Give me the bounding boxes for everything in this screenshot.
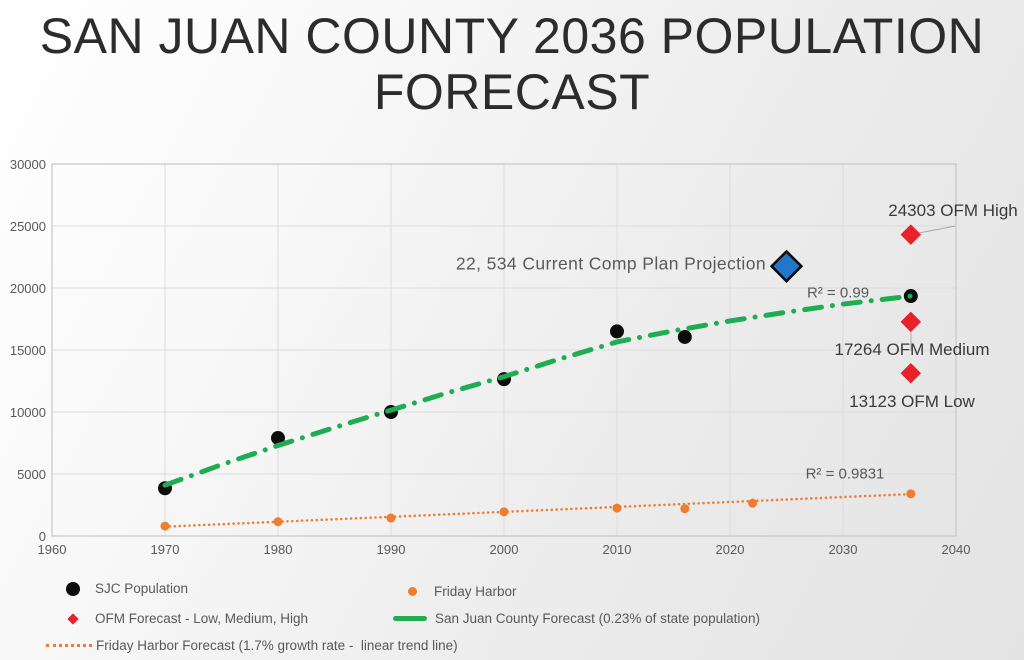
x-tick-label: 1980: [263, 542, 293, 557]
x-tick-label: 1960: [37, 542, 67, 557]
comp-plan-annotation: 22, 534 Current Comp Plan Projection: [455, 253, 766, 274]
page-title: SAN JUAN COUNTY 2036 POPULATION FORECAST: [0, 8, 1024, 120]
y-tick-label: 0: [38, 529, 46, 544]
x-tick-label: 2030: [828, 542, 858, 557]
r-squared-green-label: R² = 0.99: [806, 284, 870, 302]
y-tick-label: 10000: [9, 405, 46, 420]
x-tick-label: 1970: [150, 542, 180, 557]
sjc-forecast-line-icon: [393, 616, 427, 621]
legend-label: Friday Harbor: [434, 584, 517, 599]
legend-item-ofm-forecast: OFM Forecast - Low, Medium, High: [66, 611, 308, 626]
x-tick-label: 2020: [715, 542, 745, 557]
legend-item-friday-harbor: Friday Harbor: [408, 584, 517, 599]
x-tick-label: 2000: [489, 542, 519, 557]
ofm-low-annotation: 13123 OFM Low: [849, 392, 975, 411]
legend-item-sjc-population: SJC Population: [66, 581, 188, 596]
friday-harbor-marker-icon: [408, 587, 417, 596]
ofm-forecast-marker-icon: [67, 612, 79, 625]
y-tick-label: 30000: [9, 157, 46, 172]
friday-harbor-forecast-line-icon: [46, 644, 92, 647]
legend-label: SJC Population: [95, 581, 189, 596]
r-squared-orange-label: R² = 0.9831: [805, 465, 885, 483]
y-tick-label: 25000: [9, 219, 46, 234]
ofm-high-annotation: 24303 OFM High: [888, 201, 1018, 220]
page-title-line1: SAN JUAN COUNTY 2036 POPULATION: [39, 8, 985, 64]
legend-label: Friday Harbor Forecast (1.7% growth rate…: [96, 638, 458, 653]
y-tick-label: 5000: [17, 467, 46, 482]
ofm-medium-annotation: 17264 OFM Medium: [834, 340, 990, 359]
x-tick-label: 2040: [941, 542, 971, 557]
y-tick-label: 15000: [9, 343, 46, 358]
sjc-population-marker-icon: [66, 581, 80, 596]
x-tick-label: 2010: [602, 542, 632, 557]
legend-item-friday-harbor-forecast: Friday Harbor Forecast (1.7% growth rate…: [46, 638, 458, 653]
legend-label: OFM Forecast - Low, Medium, High: [95, 611, 309, 626]
legend-label: San Juan County Forecast (0.23% of state…: [435, 611, 760, 626]
page-title-line2: FORECAST: [373, 64, 651, 120]
legend-item-sjc-forecast: San Juan County Forecast (0.23% of state…: [393, 611, 760, 626]
x-tick-label: 1990: [376, 542, 406, 557]
y-tick-label: 20000: [9, 281, 46, 296]
